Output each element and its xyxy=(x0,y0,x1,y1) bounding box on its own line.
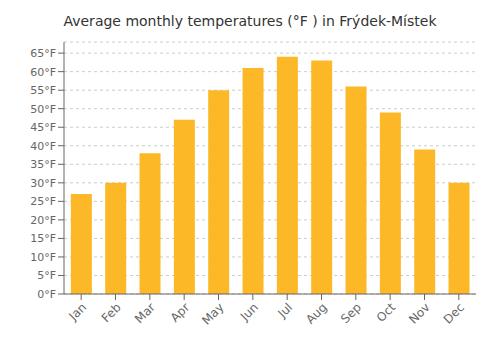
svg-text:30°F: 30°F xyxy=(30,177,56,190)
svg-text:0°F: 0°F xyxy=(37,288,56,301)
svg-text:10°F: 10°F xyxy=(30,251,56,264)
svg-text:20°F: 20°F xyxy=(30,214,56,227)
svg-text:50°F: 50°F xyxy=(30,103,56,116)
svg-text:Oct: Oct xyxy=(374,300,399,325)
svg-text:40°F: 40°F xyxy=(30,140,56,153)
svg-text:Nov: Nov xyxy=(406,300,432,326)
svg-text:May: May xyxy=(199,300,226,327)
svg-text:25°F: 25°F xyxy=(30,195,56,208)
svg-text:65°F: 65°F xyxy=(30,47,56,60)
svg-text:Jul: Jul xyxy=(274,300,295,321)
svg-text:Apr: Apr xyxy=(168,300,193,325)
svg-text:Sep: Sep xyxy=(338,300,364,326)
svg-text:35°F: 35°F xyxy=(30,158,56,171)
svg-text:15°F: 15°F xyxy=(30,232,56,245)
svg-text:45°F: 45°F xyxy=(30,121,56,134)
svg-text:Aug: Aug xyxy=(303,300,329,326)
svg-text:Jan: Jan xyxy=(66,300,90,324)
svg-text:Feb: Feb xyxy=(99,300,124,325)
svg-text:60°F: 60°F xyxy=(30,66,56,79)
svg-text:Jun: Jun xyxy=(237,300,261,324)
svg-text:5°F: 5°F xyxy=(37,269,56,282)
html-text:Average monthly temperatures (: Average monthly temperatures (°F ) in Fr… xyxy=(63,13,437,29)
svg-text:Mar: Mar xyxy=(132,300,158,326)
svg-text:55°F: 55°F xyxy=(30,84,56,97)
svg-text:Dec: Dec xyxy=(441,300,467,326)
